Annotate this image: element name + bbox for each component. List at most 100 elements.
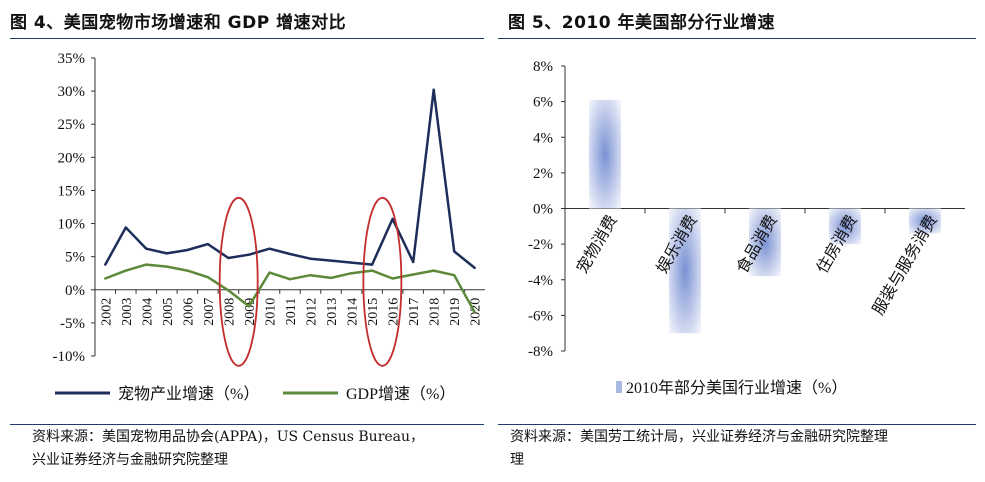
- legend-label-gdp: GDP增速（%）: [346, 385, 455, 403]
- bar-2: [669, 208, 701, 334]
- data-point: [124, 269, 127, 272]
- series-line-pet-industry: [104, 88, 476, 269]
- right-source-line-1: 资料来源：美国劳工统计局，兴业证券经济与金融研究院整理: [510, 429, 888, 445]
- data-point: [329, 276, 333, 280]
- data-point: [145, 247, 148, 250]
- data-point: [350, 261, 353, 264]
- x-tick-label: 2018: [428, 298, 443, 326]
- y-tick-label: 2%: [533, 166, 553, 182]
- data-point: [391, 277, 394, 280]
- bar-1: [589, 99, 621, 209]
- right-chart-title: 图 5、2010 年美国部分行业增速: [508, 13, 775, 33]
- x-tick-label: 2016: [387, 298, 402, 326]
- left-source-line-1: 资料来源：美国宠物用品协会(APPA)，US Census Bureau，: [32, 429, 425, 445]
- category-label: 宠物消费: [573, 212, 621, 276]
- data-point: [145, 263, 148, 266]
- y-tick-label: 25%: [58, 117, 86, 133]
- x-tick-label: 2012: [305, 298, 320, 326]
- data-point: [165, 252, 169, 255]
- left-title-rule: [10, 38, 484, 39]
- highlight-ellipse: [218, 196, 259, 367]
- data-point: [309, 257, 312, 260]
- y-tick-label: 6%: [533, 95, 553, 111]
- data-point: [247, 305, 251, 308]
- y-tick-label: 0%: [533, 202, 553, 218]
- data-point: [370, 269, 374, 272]
- x-tick-label: 2004: [140, 298, 155, 326]
- data-point: [227, 289, 230, 292]
- y-tick-label: 15%: [58, 183, 86, 199]
- legend-label-pet-industry: 宠物产业增速（%）: [118, 385, 259, 403]
- legend-label: 2010年部分美国行业增速（%）: [626, 379, 847, 397]
- data-point: [288, 252, 292, 256]
- data-point: [124, 226, 127, 229]
- right-title-rule: [498, 38, 976, 39]
- y-tick-label: -8%: [528, 344, 553, 360]
- data-point: [206, 275, 210, 279]
- data-point: [227, 256, 230, 260]
- right-source-line-2: 理: [510, 452, 524, 468]
- data-point: [247, 253, 251, 256]
- data-point: [104, 277, 107, 280]
- x-tick-label: 2019: [448, 298, 463, 326]
- y-tick-label: 20%: [58, 150, 86, 166]
- y-tick-label: -2%: [528, 237, 553, 253]
- category-label: 服装与服务消费: [869, 212, 941, 318]
- data-point: [309, 274, 312, 277]
- x-tick-label: 2002: [99, 298, 114, 326]
- y-tick-label: 35%: [58, 51, 86, 67]
- y-tick-label: -10%: [53, 349, 86, 365]
- x-tick-label: 2005: [161, 298, 176, 326]
- data-point: [411, 260, 415, 264]
- y-tick-label: 8%: [533, 59, 553, 75]
- data-point: [350, 272, 353, 275]
- x-tick-label: 2017: [407, 298, 422, 326]
- data-point: [206, 242, 210, 246]
- data-point: [391, 217, 394, 221]
- left-source-rule: [10, 424, 484, 425]
- left-chart-title: 图 4、美国宠物市场增速和 GDP 增速对比: [10, 13, 347, 33]
- x-tick-label: 2020: [469, 298, 484, 326]
- x-tick-label: 2010: [263, 298, 278, 326]
- data-point: [329, 259, 333, 262]
- y-tick-label: -5%: [60, 316, 85, 332]
- y-tick-label: 10%: [58, 217, 86, 233]
- data-point: [473, 266, 476, 270]
- data-point: [186, 269, 189, 272]
- data-point: [165, 265, 169, 268]
- bar-3: [749, 208, 781, 277]
- data-point: [268, 271, 271, 274]
- legend-swatch: [616, 381, 622, 393]
- x-tick-label: 2003: [120, 298, 135, 326]
- x-tick-label: 2011: [284, 298, 299, 325]
- x-tick-label: 2007: [202, 298, 217, 326]
- x-tick-label: 2008: [222, 298, 237, 326]
- x-tick-label: 2013: [325, 298, 340, 326]
- line-chart: 35% 30% 25% 20% 15% 10% 5% 0% -5% -10% 2002 2003 20…: [53, 51, 485, 403]
- data-point: [432, 269, 435, 272]
- y-tick-label: 0%: [65, 283, 85, 299]
- left-source-line-2: 兴业证券经济与金融研究院整理: [32, 452, 228, 468]
- y-tick-label: 30%: [58, 84, 86, 100]
- data-point: [453, 250, 456, 253]
- y-tick-label: 4%: [533, 130, 553, 146]
- data-point: [186, 248, 189, 252]
- data-point: [432, 88, 435, 91]
- bar-4: [829, 208, 861, 245]
- data-point: [473, 311, 476, 314]
- data-point: [288, 277, 292, 281]
- data-point: [411, 273, 415, 276]
- y-tick-label: 5%: [65, 250, 85, 266]
- data-point: [453, 274, 456, 277]
- data-point: [104, 263, 107, 266]
- bar-chart: 8%6%4%2%0%-2%-4%-6%-8% 宠物消费 娱乐消费 食品消费 住房消费服…: [528, 59, 965, 397]
- data-point: [268, 247, 271, 250]
- x-tick-label: 2006: [181, 298, 196, 326]
- bar-5: [909, 208, 941, 234]
- x-tick-label: 2014: [346, 298, 361, 326]
- y-tick-label: -4%: [528, 273, 553, 289]
- y-tick-label: -6%: [528, 308, 553, 324]
- highlight-ellipse: [362, 196, 403, 367]
- x-tick-label: 2015: [366, 298, 381, 326]
- data-point: [370, 263, 374, 266]
